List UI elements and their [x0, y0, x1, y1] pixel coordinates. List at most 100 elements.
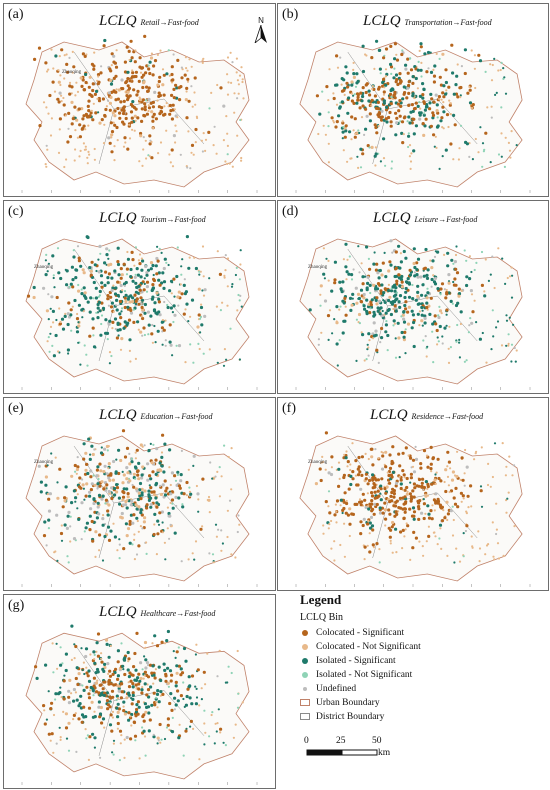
lclq-point — [327, 111, 330, 114]
lclq-point — [86, 162, 89, 165]
lclq-point — [64, 668, 68, 673]
lclq-point — [330, 519, 333, 523]
lclq-point — [121, 111, 126, 116]
lclq-point — [371, 463, 375, 467]
lclq-point — [100, 480, 104, 484]
lclq-point — [493, 286, 496, 290]
lclq-point — [374, 164, 377, 167]
lclq-point — [436, 457, 440, 461]
lclq-point — [65, 53, 68, 56]
lclq-point — [127, 681, 130, 684]
lclq-point — [86, 364, 89, 367]
panel-title-sub: Tourism→Fast-food — [140, 215, 206, 224]
lclq-point — [445, 324, 448, 327]
lclq-point — [138, 262, 142, 266]
lclq-point — [504, 474, 507, 477]
lclq-point — [137, 291, 141, 295]
lclq-point — [180, 560, 183, 563]
lclq-point — [238, 299, 241, 302]
lclq-point — [84, 128, 87, 131]
lclq-point — [358, 271, 361, 274]
lclq-point — [218, 649, 221, 652]
lclq-point — [175, 504, 178, 508]
lclq-point — [95, 667, 100, 672]
lclq-point — [420, 293, 424, 297]
lclq-point — [87, 85, 91, 89]
lclq-point — [82, 661, 85, 664]
lclq-point — [137, 461, 141, 465]
lclq-point — [155, 447, 159, 451]
lclq-point — [397, 336, 401, 340]
lclq-point — [444, 80, 448, 85]
lclq-point — [126, 77, 130, 81]
lclq-point — [140, 487, 144, 491]
lclq-point — [126, 527, 131, 531]
lclq-point — [227, 81, 230, 84]
lclq-point — [181, 258, 184, 261]
lclq-point — [168, 466, 171, 469]
lclq-point — [47, 336, 50, 339]
lclq-point — [350, 138, 353, 141]
lclq-point — [140, 476, 144, 480]
lclq-point — [423, 108, 427, 112]
lclq-point — [113, 114, 117, 118]
lclq-point — [224, 681, 227, 684]
lclq-point — [468, 255, 471, 258]
lclq-point — [382, 157, 386, 160]
lclq-point — [431, 322, 435, 326]
lclq-point — [151, 73, 155, 77]
lclq-point — [176, 58, 180, 63]
lclq-point — [178, 98, 182, 102]
lclq-point — [63, 499, 67, 503]
legend-item-undefined: Undefined — [300, 684, 356, 694]
lclq-point — [366, 144, 370, 148]
lclq-point — [352, 129, 355, 132]
lclq-point — [114, 471, 118, 475]
lclq-point — [202, 294, 206, 297]
lclq-point — [477, 530, 480, 533]
lclq-point — [167, 263, 170, 267]
lclq-point — [436, 336, 439, 339]
lclq-point — [315, 94, 319, 98]
lclq-point — [164, 558, 167, 561]
lclq-point — [74, 148, 77, 151]
lclq-point — [123, 455, 128, 459]
lclq-point — [129, 679, 133, 683]
lclq-point — [107, 678, 112, 682]
lclq-point — [77, 283, 80, 287]
lclq-point — [138, 102, 141, 105]
lclq-point — [507, 491, 510, 494]
lclq-point — [424, 247, 428, 252]
lclq-point — [184, 659, 188, 663]
lclq-point — [411, 489, 415, 493]
lclq-point — [438, 57, 441, 61]
lclq-point — [134, 302, 138, 306]
lclq-point — [67, 689, 71, 693]
lclq-point — [453, 502, 458, 506]
lclq-point — [189, 167, 192, 170]
lclq-point — [352, 268, 355, 271]
lclq-point — [403, 330, 407, 334]
lclq-point — [350, 303, 354, 307]
lclq-point — [372, 512, 376, 516]
lclq-point — [65, 526, 69, 530]
lclq-point — [110, 133, 114, 137]
lclq-point — [439, 83, 443, 87]
lclq-point — [133, 264, 136, 267]
lclq-point — [55, 642, 58, 645]
lclq-point — [153, 703, 157, 707]
lclq-point — [340, 77, 344, 81]
lclq-point — [141, 310, 144, 314]
lclq-point — [470, 321, 474, 325]
lclq-point — [368, 93, 372, 97]
lclq-point — [121, 498, 124, 502]
lclq-point — [69, 540, 72, 543]
lclq-point — [89, 469, 93, 473]
lclq-point — [355, 483, 359, 487]
lclq-point — [343, 319, 347, 323]
lclq-point — [407, 145, 410, 149]
lclq-point — [444, 296, 448, 300]
lclq-point — [468, 155, 471, 158]
lclq-point — [500, 61, 503, 64]
lclq-point — [393, 96, 397, 100]
